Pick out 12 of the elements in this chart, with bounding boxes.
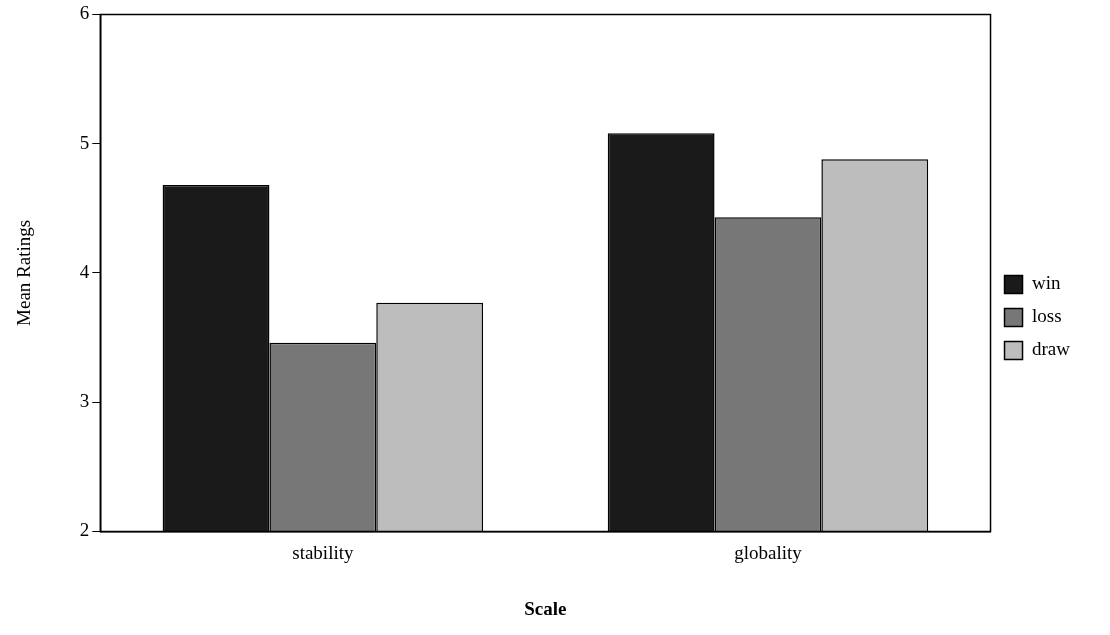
y-tick-label: 5 (79, 131, 90, 153)
y-tick-label: 2 (79, 519, 90, 541)
x-tick-label: globality (734, 541, 803, 563)
x-axis-title: Scale (524, 597, 567, 619)
y-tick-label: 4 (79, 260, 90, 282)
y-axis-title: Mean Ratings (13, 219, 35, 326)
legend-label: win (1032, 272, 1062, 294)
x-tick-label: stability (292, 541, 354, 563)
y-tick-label: 6 (79, 2, 90, 24)
legend-label: draw (1032, 338, 1071, 360)
y-tick-label: 3 (79, 390, 90, 412)
legend-label: loss (1032, 305, 1062, 327)
